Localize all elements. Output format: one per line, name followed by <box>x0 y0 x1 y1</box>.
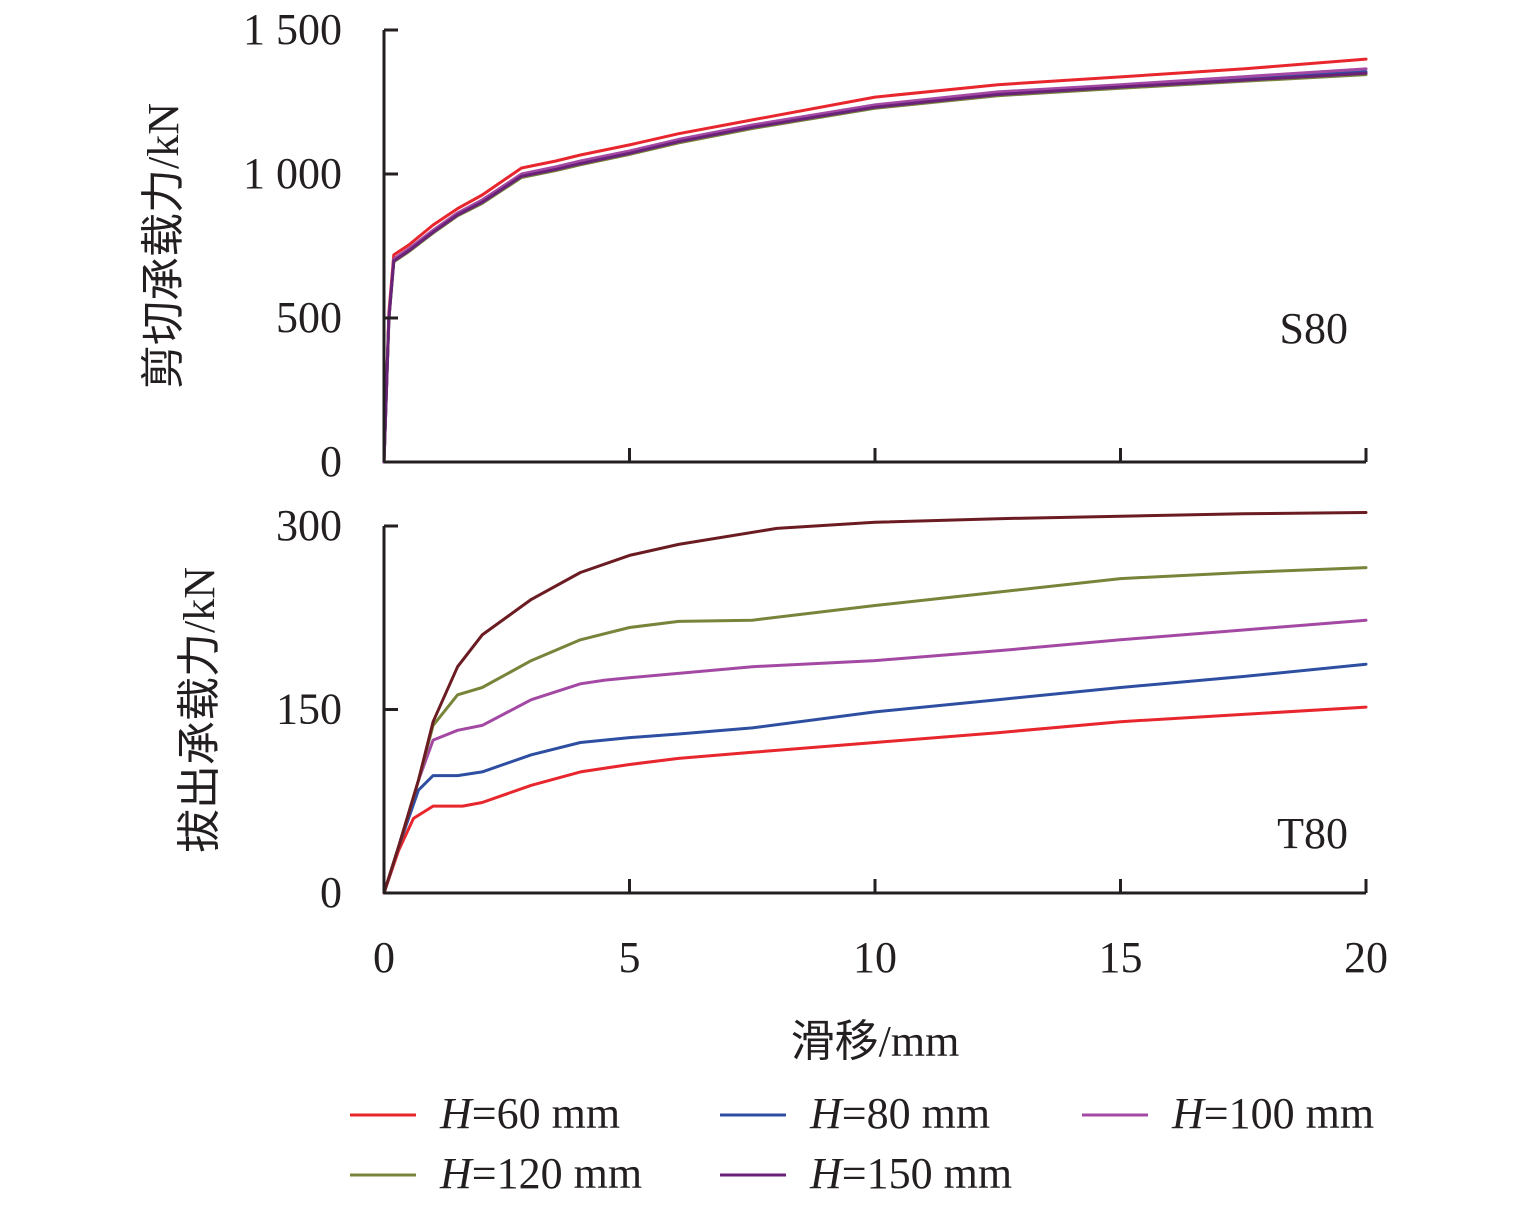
top-y-axis-title: 剪切承载力/kN <box>139 103 188 389</box>
x-tick-label: 5 <box>619 933 641 982</box>
x-tick-label: 20 <box>1344 933 1388 982</box>
bottom-y-tick-label: 0 <box>320 868 342 917</box>
panel-pullout-t80: 0 150 300 拔出承载力/kN T80 <box>175 501 1368 917</box>
bottom-y-axis-title: 拔出承载力/kN <box>175 567 224 853</box>
bottom-series-group <box>382 511 1368 895</box>
legend-label: H=60 mm <box>439 1089 620 1138</box>
top-series-line-h-120-mm <box>382 73 1368 464</box>
panel-shear-s80: 0 500 1 000 1 500 剪切承载力/kN S80 <box>139 5 1368 486</box>
top-panel-label: S80 <box>1280 304 1348 353</box>
bottom-series-line-h-80-mm <box>382 662 1368 895</box>
x-tick-label: 0 <box>373 933 395 982</box>
top-series-line-h-80-mm <box>382 70 1368 464</box>
top-y-tick-label: 500 <box>276 293 342 342</box>
top-series-line-h-150-mm <box>382 71 1368 464</box>
x-axis-title: 滑移/mm <box>791 1017 960 1066</box>
top-y-tick-label: 1 500 <box>243 5 342 54</box>
bottom-y-tick-label: 150 <box>276 685 342 734</box>
top-y-tick-label: 0 <box>320 437 342 486</box>
legend-label: H=100 mm <box>1171 1089 1374 1138</box>
legend: H=60 mm H=80 mm H=100 mm H=120 mm H=150 mm <box>350 1089 1374 1198</box>
bottom-series-line-h-120-mm <box>382 566 1368 895</box>
top-series-line-h-60-mm <box>382 57 1368 464</box>
legend-label: H=120 mm <box>439 1149 642 1198</box>
top-series-group <box>382 57 1368 464</box>
x-tick-labels: 0 5 10 15 20 <box>373 933 1388 982</box>
bottom-series-line-h-60-mm <box>382 705 1368 895</box>
bottom-ticks: 0 150 300 <box>276 501 1368 917</box>
legend-label: H=80 mm <box>809 1089 990 1138</box>
x-tick-label: 15 <box>1099 933 1143 982</box>
bottom-y-tick-label: 300 <box>276 501 342 550</box>
legend-item: H=150 mm <box>720 1149 1012 1198</box>
top-ticks: 0 500 1 000 1 500 <box>243 5 1368 486</box>
top-series-line-h-100-mm <box>382 67 1368 464</box>
x-tick-label: 10 <box>853 933 897 982</box>
bottom-series-line-h-150-mm <box>382 511 1368 895</box>
bottom-series-line-h-100-mm <box>382 618 1368 895</box>
legend-item: H=80 mm <box>720 1089 990 1138</box>
legend-item: H=120 mm <box>350 1149 642 1198</box>
legend-item: H=100 mm <box>1082 1089 1374 1138</box>
legend-label: H=150 mm <box>809 1149 1012 1198</box>
top-y-tick-label: 1 000 <box>243 149 342 198</box>
legend-item: H=60 mm <box>350 1089 620 1138</box>
bottom-panel-label: T80 <box>1277 809 1348 858</box>
